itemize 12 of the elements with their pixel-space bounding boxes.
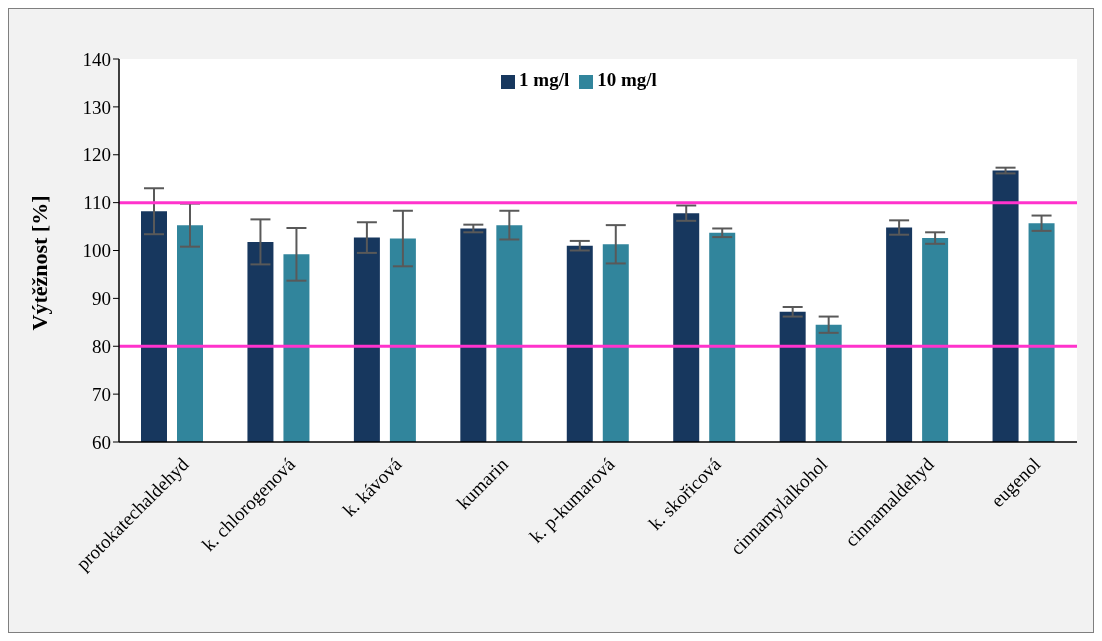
- legend-label: 1 mg/l: [519, 69, 570, 90]
- y-tick-label: 90: [92, 288, 111, 310]
- y-axis-title: Výtěžnost [%]: [26, 195, 52, 331]
- y-tick-label: 80: [92, 335, 111, 357]
- y-tick-label: 60: [92, 431, 111, 453]
- legend-label: 10 mg/l: [597, 69, 657, 90]
- y-tick-label: 120: [82, 144, 111, 166]
- y-tick-label: 130: [82, 96, 111, 118]
- y-tick-label: 70: [92, 383, 111, 405]
- y-tick-label: 100: [82, 240, 111, 262]
- y-tick-label: 110: [83, 192, 111, 214]
- y-tick-label: 140: [82, 48, 111, 70]
